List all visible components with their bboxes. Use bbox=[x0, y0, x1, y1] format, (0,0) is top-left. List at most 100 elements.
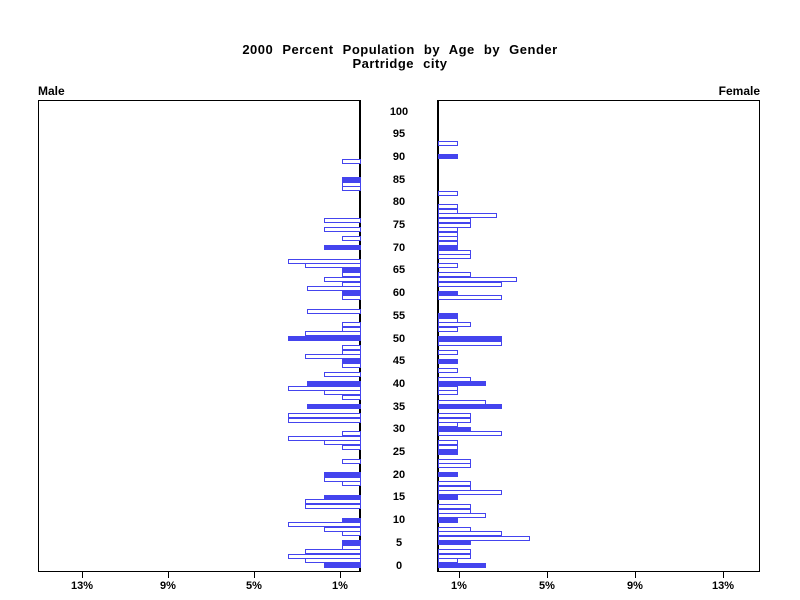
chart-subtitle: Partridge city bbox=[352, 56, 448, 71]
age-tick-label-75: 75 bbox=[392, 219, 406, 231]
male-bar-age-48 bbox=[342, 345, 361, 350]
age-tick-label-95: 95 bbox=[392, 128, 406, 140]
female-bar-age-16 bbox=[438, 490, 502, 495]
age-tick-label-15: 15 bbox=[392, 491, 406, 503]
male-bar-age-9 bbox=[288, 522, 361, 527]
male-bar-age-20 bbox=[324, 472, 361, 477]
age-tick-label-50: 50 bbox=[392, 333, 406, 345]
female-pct-label-13: 13% bbox=[711, 580, 735, 592]
male-bar-age-61 bbox=[307, 286, 361, 291]
female-pct-tick-13 bbox=[723, 572, 724, 578]
age-tick-label-10: 10 bbox=[392, 514, 406, 526]
age-tick-label-20: 20 bbox=[392, 469, 406, 481]
female-bar-age-90 bbox=[438, 154, 458, 159]
male-pct-label-9: 9% bbox=[160, 580, 176, 592]
male-pct-tick-9 bbox=[168, 572, 169, 578]
female-bar-age-47 bbox=[438, 350, 458, 355]
male-bar-age-50 bbox=[288, 336, 361, 341]
male-bar-age-26 bbox=[342, 445, 361, 450]
male-bar-age-33 bbox=[288, 413, 361, 418]
male-bar-age-63 bbox=[324, 277, 361, 282]
male-pct-tick-13 bbox=[82, 572, 83, 578]
female-bar-age-35 bbox=[438, 404, 502, 409]
male-bar-age-14 bbox=[305, 499, 361, 504]
age-tick-label-80: 80 bbox=[392, 196, 406, 208]
male-bar-age-38 bbox=[324, 390, 361, 395]
female-bar-age-31 bbox=[438, 422, 458, 427]
female-bar-age-45 bbox=[438, 359, 458, 364]
age-tick-label-45: 45 bbox=[392, 355, 406, 367]
chart-title: 2000 Percent Population by Age by Gender bbox=[242, 42, 558, 57]
female-bar-age-3 bbox=[438, 549, 471, 554]
female-bar-age-15 bbox=[438, 495, 458, 500]
male-pct-tick-1 bbox=[340, 572, 341, 578]
age-tick-label-25: 25 bbox=[392, 446, 406, 458]
male-bar-age-5 bbox=[342, 540, 361, 545]
male-bar-age-18 bbox=[342, 481, 361, 486]
age-tick-label-40: 40 bbox=[392, 378, 406, 390]
female-bar-age-0 bbox=[438, 563, 486, 568]
male-bar-age-46 bbox=[305, 354, 361, 359]
female-bar-age-66 bbox=[438, 263, 458, 268]
age-tick-label-70: 70 bbox=[392, 242, 406, 254]
female-pct-label-5: 5% bbox=[539, 580, 555, 592]
female-bar-age-13 bbox=[438, 504, 471, 509]
male-bar-age-76 bbox=[324, 218, 361, 223]
male-bar-age-27 bbox=[324, 440, 361, 445]
female-bar-age-29 bbox=[438, 431, 502, 436]
female-bar-age-40 bbox=[438, 381, 486, 386]
male-bar-age-3 bbox=[305, 549, 361, 554]
female-pct-tick-9 bbox=[635, 572, 636, 578]
male-bar-age-85 bbox=[342, 177, 361, 182]
female-side-label: Female bbox=[718, 84, 760, 98]
age-tick-label-5: 5 bbox=[395, 537, 403, 549]
male-pct-tick-5 bbox=[254, 572, 255, 578]
female-bar-age-27 bbox=[438, 440, 458, 445]
male-bar-age-59 bbox=[342, 295, 361, 300]
female-pct-label-9: 9% bbox=[627, 580, 643, 592]
female-pct-tick-5 bbox=[547, 572, 548, 578]
female-bar-age-82 bbox=[438, 191, 458, 196]
female-bar-age-50 bbox=[438, 336, 502, 341]
male-bar-age-42 bbox=[324, 372, 361, 377]
male-bar-age-40 bbox=[307, 381, 361, 386]
female-pct-tick-1 bbox=[459, 572, 460, 578]
age-tick-label-60: 60 bbox=[392, 287, 406, 299]
age-tick-label-85: 85 bbox=[392, 174, 406, 186]
male-pct-label-1: 1% bbox=[332, 580, 348, 592]
female-bar-age-68 bbox=[438, 254, 471, 259]
male-bar-age-32 bbox=[288, 418, 361, 423]
male-bar-age-1 bbox=[305, 558, 361, 563]
age-tick-label-55: 55 bbox=[392, 310, 406, 322]
female-pct-label-1: 1% bbox=[451, 580, 467, 592]
female-bar-age-7 bbox=[438, 531, 502, 536]
female-bar-age-18 bbox=[438, 481, 471, 486]
female-bar-age-38 bbox=[438, 390, 458, 395]
female-bar-age-33 bbox=[438, 413, 471, 418]
female-bar-age-77 bbox=[438, 213, 497, 218]
male-bar-age-7 bbox=[342, 531, 361, 536]
female-bar-age-63 bbox=[438, 277, 517, 282]
female-bar-age-76 bbox=[438, 218, 471, 223]
female-bar-age-72 bbox=[438, 236, 458, 241]
female-bar-age-93 bbox=[438, 141, 458, 146]
male-bar-age-70 bbox=[324, 245, 361, 250]
female-bar-age-5 bbox=[438, 540, 471, 545]
female-bar-age-10 bbox=[438, 518, 458, 523]
female-bar-age-52 bbox=[438, 327, 458, 332]
age-tick-label-30: 30 bbox=[392, 423, 406, 435]
age-tick-label-100: 100 bbox=[389, 106, 409, 118]
age-tick-label-90: 90 bbox=[392, 151, 406, 163]
female-bar-age-59 bbox=[438, 295, 502, 300]
male-bar-age-23 bbox=[342, 459, 361, 464]
male-pct-label-5: 5% bbox=[246, 580, 262, 592]
male-bar-age-29 bbox=[342, 431, 361, 436]
female-bar-age-1 bbox=[438, 558, 458, 563]
male-bar-age-35 bbox=[307, 404, 361, 409]
male-side-label: Male bbox=[38, 84, 65, 98]
male-bar-age-64 bbox=[342, 272, 361, 277]
male-bar-age-56 bbox=[307, 309, 361, 314]
male-bar-age-51 bbox=[305, 331, 361, 336]
age-tick-label-35: 35 bbox=[392, 401, 406, 413]
